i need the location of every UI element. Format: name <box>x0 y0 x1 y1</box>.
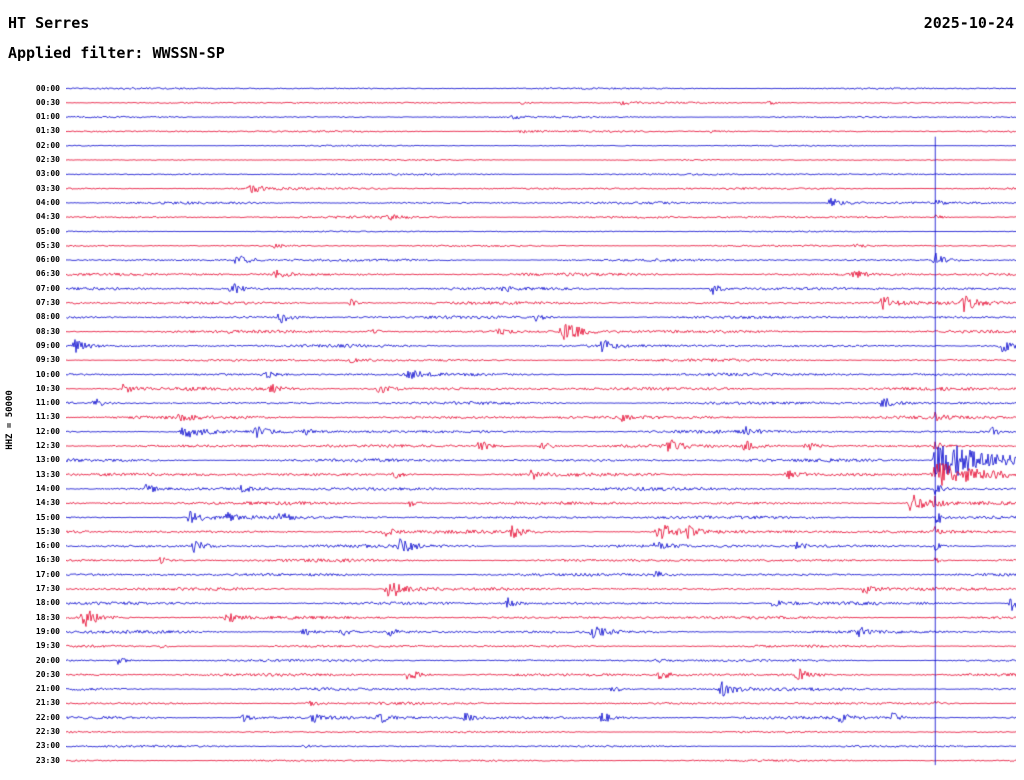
date-label: 2025-10-24 <box>923 14 1014 32</box>
trace-label: 05:00 <box>35 226 60 236</box>
trace-label: 21:00 <box>35 684 60 694</box>
trace-label: 20:00 <box>35 655 60 665</box>
trace-label: 16:30 <box>35 555 60 565</box>
trace-label: 02:00 <box>35 140 60 150</box>
trace-label: 12:30 <box>35 441 60 450</box>
trace-label: 15:00 <box>35 512 60 522</box>
trace-label: 15:30 <box>35 526 60 536</box>
trace-label: 00:00 <box>35 83 60 93</box>
trace-label: 22:00 <box>35 712 60 722</box>
trace-label: 01:00 <box>35 112 60 122</box>
trace-label: 05:30 <box>35 240 60 250</box>
trace-label: 02:30 <box>35 155 60 164</box>
station-name: HT Serres <box>8 14 90 32</box>
filter-label: Applied filter: WWSSN-SP <box>8 44 225 62</box>
trace-label: 06:30 <box>35 269 60 279</box>
trace-label: 13:30 <box>35 469 60 479</box>
trace-label: 08:30 <box>35 326 60 336</box>
trace-label: 11:30 <box>35 412 60 422</box>
trace-label: 14:00 <box>35 483 60 493</box>
trace-label: 07:00 <box>35 283 60 293</box>
trace-label: 06:00 <box>35 255 60 265</box>
trace-label: 09:00 <box>35 340 60 350</box>
trace-label: 08:00 <box>35 312 60 322</box>
trace-label: 03:30 <box>35 183 60 193</box>
trace-label: 19:00 <box>35 626 60 636</box>
trace-label: 00:30 <box>35 97 60 107</box>
trace-labels: 00:00 00:30 01:00 01:30 02:00 02:30 03:00 03:30… <box>0 0 62 780</box>
trace-label: 23:00 <box>35 741 60 751</box>
trace-label: 18:00 <box>35 598 60 608</box>
trace-label: 22:30 <box>35 727 60 736</box>
trace-label: 09:30 <box>35 355 60 365</box>
trace-label: 01:30 <box>35 126 60 136</box>
trace-label: 17:30 <box>35 584 60 593</box>
trace-label: 13:00 <box>35 455 60 465</box>
trace-label: 04:30 <box>35 212 60 222</box>
trace-label: 23:30 <box>35 755 60 765</box>
trace-label: 16:00 <box>35 541 60 551</box>
trace-label: 10:00 <box>35 369 60 379</box>
trace-label: 18:30 <box>35 612 60 622</box>
trace-label: 14:30 <box>35 498 60 508</box>
trace-label: 17:00 <box>35 569 60 579</box>
trace-label: 07:30 <box>35 298 60 307</box>
trace-label: 03:00 <box>35 169 60 179</box>
trace-label: 20:30 <box>35 669 60 679</box>
trace-label: 04:00 <box>35 197 60 207</box>
trace-label: 10:30 <box>35 383 60 393</box>
helicorder-canvas <box>66 82 1016 773</box>
trace-label: 21:30 <box>35 698 60 708</box>
trace-label: 12:00 <box>35 426 60 436</box>
trace-label: 19:30 <box>35 641 60 651</box>
trace-label: 11:00 <box>35 398 60 408</box>
